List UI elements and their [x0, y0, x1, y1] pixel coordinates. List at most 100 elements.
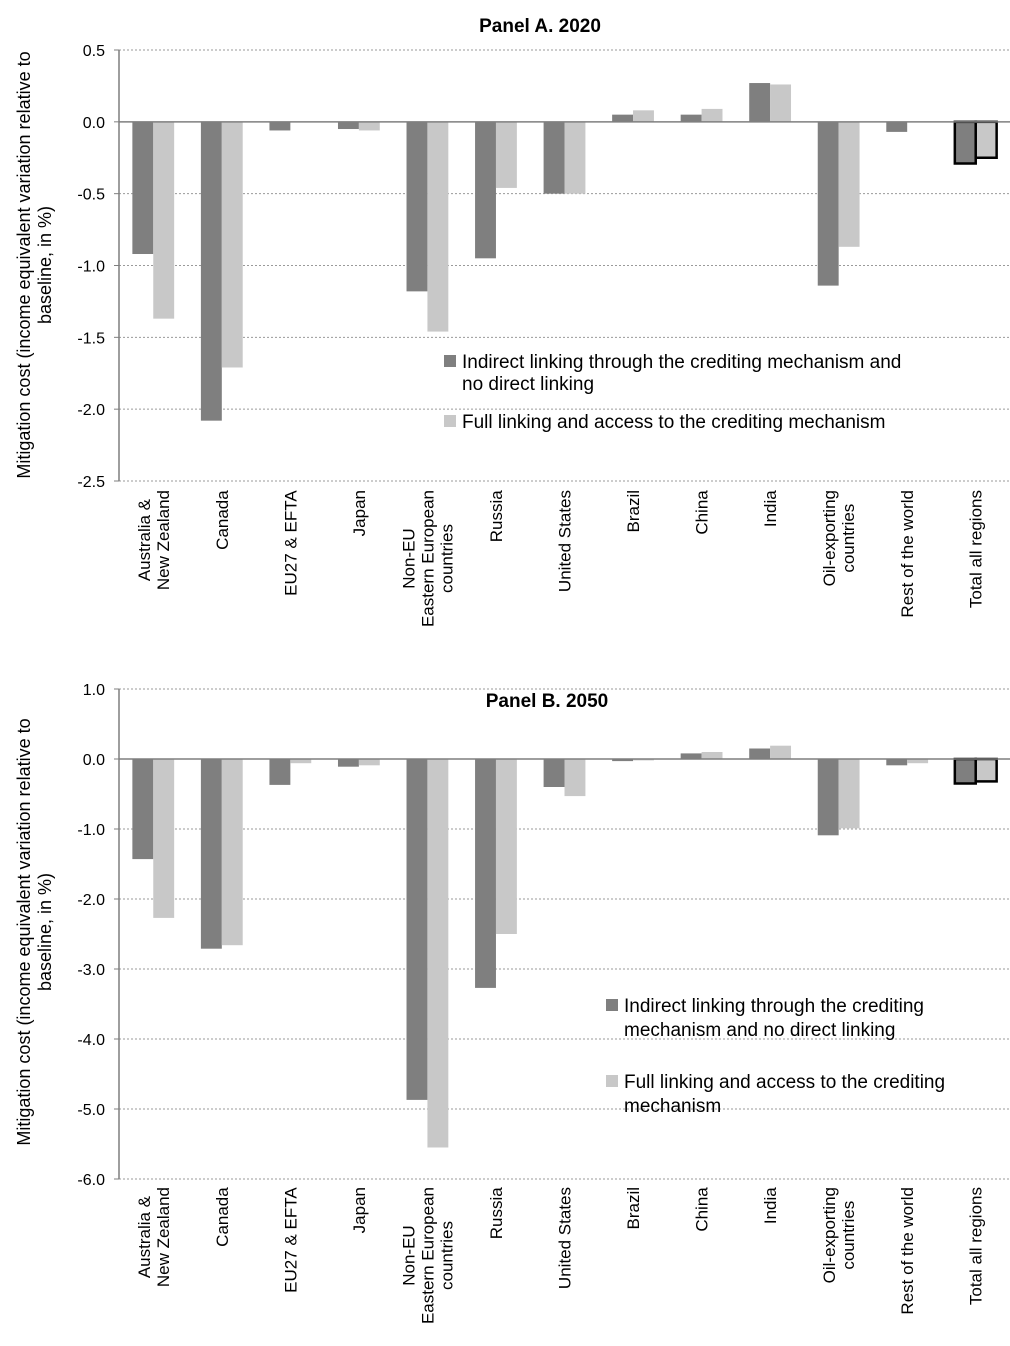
x-tick-label-line: EU27 & EFTA	[281, 1187, 300, 1293]
bar-full	[358, 121, 380, 131]
bar-full	[770, 84, 792, 122]
x-tick-label: Brazil	[624, 1187, 643, 1230]
x-tick-label-line: Eastern European	[418, 490, 437, 627]
x-tick-label-line: Total all regions	[967, 1187, 986, 1305]
bar-full	[564, 759, 586, 797]
legend-label-line: no direct linking	[462, 374, 594, 395]
bar-full	[974, 757, 998, 783]
bar-indirect	[749, 748, 771, 759]
x-tick-label-line: China	[693, 490, 712, 535]
x-tick-label: Oil-exportingcountries	[820, 490, 858, 586]
bar-indirect	[953, 120, 977, 165]
chart-panel-b: 1.0 0.0 -1.0 -2.0 -3.0 -4.0 -5.0 -6.0 Panel B. 2…	[14, 682, 1010, 1324]
legend-swatch-full	[444, 415, 456, 427]
bar-full	[358, 759, 380, 766]
bar-indirect	[680, 114, 702, 122]
x-tick-label: India	[761, 1187, 780, 1224]
y-tick-label: -6.0	[77, 1172, 105, 1189]
bar-full	[427, 759, 449, 1148]
bar-indirect	[406, 759, 428, 1100]
legend-label-line: Full linking and access to the crediting…	[462, 412, 885, 433]
bar-indirect	[543, 121, 565, 194]
x-tick-label-line: countries	[839, 1201, 858, 1270]
x-tick-label: Total all regions	[967, 1187, 986, 1305]
chart-title: Panel B. 2050	[486, 691, 609, 712]
y-tick-label: -2.0	[77, 892, 105, 909]
y-axis-label: Mitigation cost (income equivalent varia…	[14, 51, 55, 478]
x-tick-label-line: Non-EU	[399, 1225, 418, 1285]
y-tick-label: -0.5	[77, 187, 105, 204]
bar-indirect	[612, 759, 634, 762]
x-tick-label-line: countries	[437, 524, 456, 593]
x-tick-label: India	[761, 490, 780, 527]
x-tick-label: Japan	[350, 1187, 369, 1233]
x-tick-label-line: Rest of the world	[898, 490, 917, 618]
bar-indirect	[680, 753, 702, 759]
bar-indirect	[132, 121, 154, 255]
bar-full	[770, 745, 792, 759]
x-tick-label-line: China	[693, 1187, 712, 1232]
legend-label-full: Full linking and access to the crediting…	[462, 412, 885, 433]
bar-indirect	[612, 114, 634, 122]
x-tick-label-line: Canada	[213, 1187, 232, 1247]
x-tick-label-line: India	[761, 490, 780, 527]
x-tick-label: Rest of the world	[898, 490, 917, 618]
x-tick-label-line: Japan	[350, 1187, 369, 1233]
y-axis-label: Mitigation cost (income equivalent varia…	[14, 718, 55, 1145]
x-tick-label: Canada	[213, 490, 232, 550]
bar-indirect	[749, 83, 771, 122]
bar-indirect	[406, 121, 428, 292]
y-axis-label-line: baseline, in %)	[35, 206, 55, 324]
bar-full	[153, 121, 175, 319]
x-tick-label-line: countries	[437, 1221, 456, 1290]
bar-indirect	[886, 121, 908, 132]
bar-indirect	[475, 121, 496, 259]
x-tick-label-line: Oil-exporting	[820, 490, 839, 586]
bar-indirect	[200, 759, 222, 949]
bar-full	[974, 120, 998, 160]
x-tick-label-line: Australia &	[135, 498, 154, 581]
bar-full	[427, 121, 449, 332]
bar-full	[153, 759, 175, 918]
bar-full	[838, 759, 860, 829]
y-tick-label: -1.0	[77, 259, 105, 276]
bar-full	[838, 121, 860, 247]
x-tick-label-line: Japan	[350, 490, 369, 536]
x-tick-label: Non-EUEastern Europeancountries	[399, 1187, 456, 1324]
x-tick-label-line: Non-EU	[399, 528, 418, 588]
x-tick-label-line: Rest of the world	[898, 1187, 917, 1315]
x-tick-label: Russia	[487, 490, 506, 543]
bar-indirect	[817, 121, 839, 286]
x-tick-label: Japan	[350, 490, 369, 536]
x-tick-label: United States	[556, 1187, 575, 1289]
legend-label-indirect: Indirect linking through the crediting m…	[462, 352, 901, 395]
bar-full	[701, 108, 723, 122]
bar-indirect	[886, 759, 908, 766]
legend-label-line: Full linking and access to the crediting	[624, 1072, 945, 1093]
x-tick-label: China	[693, 1187, 712, 1232]
legend-label-indirect: Indirect linking through the crediting me…	[624, 996, 924, 1041]
bar-full	[633, 110, 654, 122]
y-tick-label: -4.0	[77, 1032, 105, 1049]
bar-indirect	[475, 759, 496, 988]
y-tick-label: -2.0	[77, 402, 105, 419]
bar-full	[564, 121, 586, 194]
legend-label-line: mechanism	[624, 1096, 721, 1117]
x-tick-label: EU27 & EFTA	[281, 490, 300, 596]
y-tick-label: 1.0	[83, 682, 105, 699]
x-tick-label-line: Oil-exporting	[820, 1187, 839, 1283]
x-tick-label-line: United States	[556, 490, 575, 592]
x-tick-label: EU27 & EFTA	[281, 1187, 300, 1293]
bar-indirect	[543, 759, 565, 787]
y-tick-label: -3.0	[77, 962, 105, 979]
x-tick-label: Oil-exportingcountries	[820, 1187, 858, 1283]
bar-full	[221, 121, 243, 368]
bar-full	[907, 759, 929, 764]
legend-swatch-full	[606, 1075, 618, 1087]
bar-indirect	[817, 759, 839, 836]
legend-swatch-indirect	[444, 355, 456, 367]
x-tick-label-line: New Zealand	[154, 1187, 173, 1287]
y-tick-label: 0.0	[83, 115, 105, 132]
x-tick-label-line: EU27 & EFTA	[281, 490, 300, 596]
